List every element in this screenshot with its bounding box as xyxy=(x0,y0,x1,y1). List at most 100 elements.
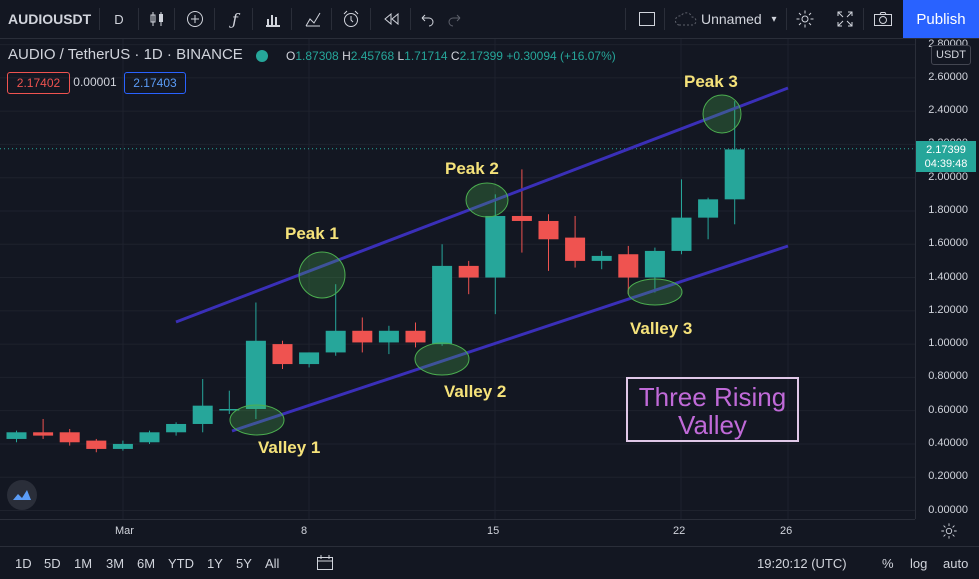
valley-2-ellipse[interactable] xyxy=(414,342,470,376)
replay-icon[interactable] xyxy=(378,0,404,38)
low-key: L xyxy=(397,49,405,63)
candle-body[interactable] xyxy=(671,217,692,251)
low-value: 1.71714 xyxy=(404,49,448,63)
candle-body[interactable] xyxy=(591,255,612,261)
candle-body[interactable] xyxy=(698,199,719,218)
price-axis-label: 0.20000 xyxy=(928,470,968,483)
camera-icon[interactable] xyxy=(870,0,896,38)
time-axis[interactable]: Mar 8 15 22 26 xyxy=(0,519,915,546)
toolbar-divider xyxy=(625,8,626,30)
redo-icon[interactable] xyxy=(442,0,468,38)
toolbar-divider xyxy=(252,8,253,30)
candle-body[interactable] xyxy=(352,330,373,343)
layout-name[interactable]: Unnamed xyxy=(701,11,762,27)
auto-toggle[interactable]: auto xyxy=(943,555,969,571)
utc-clock[interactable]: 19:20:12 (UTC) xyxy=(757,555,847,571)
annotation-valley-1: Valley 1 xyxy=(258,438,321,457)
range-button-5d[interactable]: 5D xyxy=(44,555,61,571)
range-button-all[interactable]: All xyxy=(265,555,280,571)
buy-price[interactable]: 2.17403 xyxy=(124,72,186,94)
price-axis-label: 1.60000 xyxy=(928,237,968,250)
percent-toggle[interactable]: % xyxy=(882,555,894,571)
lower-channel-line[interactable] xyxy=(231,244,789,433)
candle-body[interactable] xyxy=(112,443,133,449)
price-axis-label: 2.00000 xyxy=(928,170,968,183)
currency-label[interactable]: USDT xyxy=(931,45,971,65)
log-toggle[interactable]: log xyxy=(910,555,928,571)
candle-body[interactable] xyxy=(405,330,426,343)
candle-body[interactable] xyxy=(432,265,453,345)
financials-icon[interactable] xyxy=(260,0,286,38)
high-value: 2.45768 xyxy=(350,49,395,63)
candle-body[interactable] xyxy=(139,432,160,443)
interval-button[interactable]: D xyxy=(114,11,124,27)
candle-body[interactable] xyxy=(86,440,107,449)
range-button-1d[interactable]: 1D xyxy=(15,555,32,571)
range-button-5y[interactable]: 5Y xyxy=(236,555,252,571)
ohlc-values: O1.87308 H2.45768 L1.71714 C2.17399 +0.3… xyxy=(286,49,616,63)
date-range-icon[interactable] xyxy=(316,547,334,579)
pattern-title-box[interactable]: Three Rising Valley xyxy=(626,377,799,442)
candle-body[interactable] xyxy=(565,237,586,261)
cloud-icon[interactable] xyxy=(672,0,698,38)
annotation-peak-1: Peak 1 xyxy=(285,224,339,243)
templates-icon[interactable] xyxy=(300,0,326,38)
sell-price[interactable]: 2.17402 xyxy=(7,72,70,94)
peak-2-ellipse[interactable] xyxy=(465,182,509,218)
price-axis[interactable]: 2.800002.600002.400002.200002.000001.800… xyxy=(915,38,979,519)
range-button-3m[interactable]: 3M xyxy=(106,555,125,571)
candle-body[interactable] xyxy=(6,432,27,439)
add-compare-icon[interactable] xyxy=(182,0,208,38)
candle-body[interactable] xyxy=(618,254,639,278)
candle-body[interactable] xyxy=(485,215,506,278)
candle-body[interactable] xyxy=(644,250,665,278)
candle-body[interactable] xyxy=(219,408,240,411)
candle-body[interactable] xyxy=(724,149,745,200)
range-button-1y[interactable]: 1Y xyxy=(207,555,223,571)
chart-settings-gear-icon[interactable] xyxy=(940,522,960,542)
price-axis-label: 2.60000 xyxy=(928,70,968,83)
annotation-peak-3: Peak 3 xyxy=(684,72,738,91)
price-axis-label: 0.40000 xyxy=(928,436,968,449)
legend-visibility-toggle[interactable] xyxy=(256,50,268,62)
layout-dropdown-chevron-icon[interactable]: ▾ xyxy=(771,13,777,25)
candle-body[interactable] xyxy=(299,352,320,365)
fullscreen-layout-icon[interactable] xyxy=(634,0,660,38)
candle-body[interactable] xyxy=(538,220,559,240)
candle-body[interactable] xyxy=(33,432,54,436)
price-axis-label: 1.80000 xyxy=(928,203,968,216)
candle-body[interactable] xyxy=(378,330,399,343)
candle-body[interactable] xyxy=(192,405,213,424)
undo-icon[interactable] xyxy=(414,0,440,38)
candle-body[interactable] xyxy=(245,340,266,409)
candlestick-icon[interactable] xyxy=(144,0,170,38)
candle-body[interactable] xyxy=(511,215,532,221)
bottom-toolbar: 19:20:12 (UTC) % log auto 1D 5D 1M 3M 6M YTD 1… xyxy=(0,546,979,579)
upper-channel-line[interactable] xyxy=(175,86,789,324)
tradingview-logo-icon[interactable] xyxy=(7,480,37,510)
candle-body[interactable] xyxy=(325,330,346,353)
range-button-1m[interactable]: 1M xyxy=(74,555,93,571)
change-value: +0.30094 (+16.07%) xyxy=(506,49,616,63)
indicators-icon[interactable]: ƒ xyxy=(232,9,238,29)
peak-1-ellipse[interactable] xyxy=(298,251,346,299)
range-button-ytd[interactable]: YTD xyxy=(168,555,194,571)
toolbar-divider xyxy=(863,8,864,30)
alert-icon[interactable] xyxy=(338,0,364,38)
peak-3-ellipse[interactable] xyxy=(702,94,742,134)
symbol-search[interactable]: AUDIOUSDT xyxy=(8,11,92,27)
candle-body[interactable] xyxy=(458,265,479,278)
valley-3-ellipse[interactable] xyxy=(627,278,683,306)
settings-gear-icon[interactable] xyxy=(792,0,818,38)
publish-button[interactable]: Publish xyxy=(903,0,979,38)
valley-1-ellipse[interactable] xyxy=(229,404,285,436)
candle-body[interactable] xyxy=(59,432,80,443)
candle-body[interactable] xyxy=(272,344,293,365)
candle-body[interactable] xyxy=(166,423,187,433)
last-price-tag: 2.17399 04:39:48 xyxy=(916,141,976,172)
range-button-6m[interactable]: 6M xyxy=(137,555,156,571)
fullscreen-icon[interactable] xyxy=(832,0,858,38)
annotation-valley-2: Valley 2 xyxy=(444,382,507,401)
last-price-value: 2.17399 xyxy=(926,144,966,156)
price-chart[interactable] xyxy=(0,39,915,519)
